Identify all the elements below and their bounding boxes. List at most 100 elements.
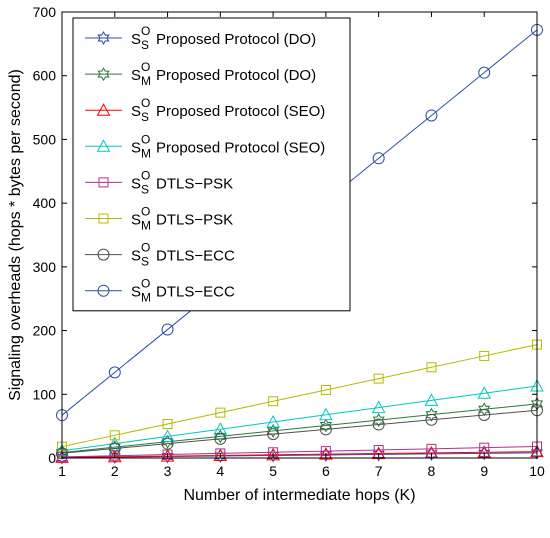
data-point — [319, 447, 332, 462]
legend-entry: S OS DTLS−PSK — [85, 168, 233, 196]
data-point — [268, 396, 279, 407]
x-tick-label: 5 — [269, 463, 277, 479]
data-point — [477, 386, 492, 399]
y-tick-label: 400 — [33, 195, 57, 211]
data-point — [371, 446, 386, 460]
legend-subscript: M — [141, 74, 151, 88]
plot-area-frame — [61, 11, 538, 459]
legend-entry: S OS Proposed Protocol (DO) — [85, 24, 316, 52]
x-tick-label: 7 — [375, 463, 383, 479]
legend-marker — [97, 67, 110, 82]
data-point — [425, 407, 438, 422]
data-point — [372, 413, 385, 428]
legend-entry: S OM Proposed Protocol (DO) — [85, 60, 316, 88]
data-point — [161, 434, 174, 449]
data-point — [162, 449, 173, 460]
y-tick-label: 200 — [33, 323, 57, 339]
legend-subscript: M — [141, 219, 151, 233]
legend-label: DTLS−PSK — [156, 175, 233, 192]
legend-symbol: S — [131, 31, 141, 48]
y-axis-label: Signaling overheads (hops * bytes per se… — [7, 69, 24, 401]
data-point — [215, 407, 226, 418]
legend-marker — [97, 30, 110, 46]
data-point — [319, 447, 333, 460]
legend-subscript: M — [141, 146, 151, 160]
data-point — [426, 362, 437, 373]
legend-superscript: O — [141, 205, 150, 219]
data-point — [479, 350, 490, 361]
data-point — [319, 418, 332, 433]
x-tick-label: 6 — [322, 463, 330, 479]
legend-label: DTLS−ECC — [156, 284, 235, 301]
legend-superscript: O — [141, 277, 150, 291]
series-line — [61, 344, 538, 448]
legend-label: DTLS−ECC — [156, 248, 235, 265]
data-point — [371, 400, 386, 414]
x-tick-label: 9 — [480, 463, 488, 479]
legend-superscript: O — [141, 168, 150, 182]
legend-marker — [96, 139, 111, 152]
series-line — [61, 409, 538, 454]
x-tick-label: 4 — [216, 463, 224, 479]
legend-box — [72, 17, 351, 312]
series-line — [61, 385, 538, 452]
legend-entry: S OM DTLS−ECC — [85, 277, 235, 305]
y-tick-label: 300 — [33, 259, 57, 275]
legend-symbol: S — [131, 248, 141, 265]
series-line — [61, 446, 538, 458]
legend-entry: S OS Proposed Protocol (SEO) — [85, 96, 325, 124]
x-tick-label: 2 — [111, 463, 119, 479]
legend-subscript: S — [141, 182, 149, 196]
series-line — [61, 451, 538, 458]
series-7 — [56, 404, 543, 460]
x-tick-label: 10 — [529, 463, 545, 479]
x-axis-label: Number of intermediate hops (K) — [183, 487, 415, 504]
legend-marker — [98, 177, 109, 188]
data-point — [213, 448, 228, 461]
y-tick-label: 600 — [33, 68, 57, 84]
data-point — [319, 423, 332, 436]
data-point — [479, 442, 490, 453]
legend-label: Proposed Protocol (DO) — [156, 67, 316, 84]
data-point — [109, 450, 120, 461]
legend-marker — [98, 213, 109, 224]
y-tick-label: 100 — [33, 386, 57, 402]
legend-label: DTLS−PSK — [156, 212, 233, 229]
legend: S OS Proposed Protocol (DO)S OM Proposed Pro… — [72, 17, 351, 312]
legend-symbol: S — [131, 67, 141, 84]
legend-superscript: O — [141, 241, 150, 255]
legend-label: Proposed Protocol (SEO) — [156, 103, 325, 120]
legend-subscript: S — [141, 255, 149, 269]
data-point — [425, 446, 438, 461]
data-point — [425, 109, 438, 122]
legend-symbol: S — [131, 139, 141, 156]
legend-symbol: S — [131, 103, 141, 120]
data-point — [161, 449, 174, 464]
data-point — [161, 323, 174, 336]
legend-superscript: O — [141, 24, 150, 38]
x-tick-label: 1 — [58, 463, 66, 479]
data-point — [161, 437, 174, 450]
data-point — [424, 393, 439, 406]
data-point — [372, 447, 385, 462]
data-point — [267, 428, 280, 441]
data-point — [372, 418, 385, 431]
data-point — [530, 445, 544, 460]
legend-entry: S OS DTLS−ECC — [85, 241, 235, 269]
series-line — [61, 403, 538, 454]
series-4 — [55, 378, 544, 457]
data-point — [108, 366, 121, 379]
legend-subscript: S — [141, 38, 149, 52]
legend-symbol: S — [131, 212, 141, 229]
legend-label: Proposed Protocol (SEO) — [156, 139, 325, 156]
data-point — [214, 432, 227, 445]
y-tick-label: 700 — [33, 4, 57, 20]
data-point — [267, 423, 280, 438]
data-point — [478, 446, 491, 461]
data-point — [478, 408, 491, 421]
legend-superscript: O — [141, 96, 150, 110]
legend-marker — [96, 103, 111, 116]
data-point — [109, 430, 120, 441]
